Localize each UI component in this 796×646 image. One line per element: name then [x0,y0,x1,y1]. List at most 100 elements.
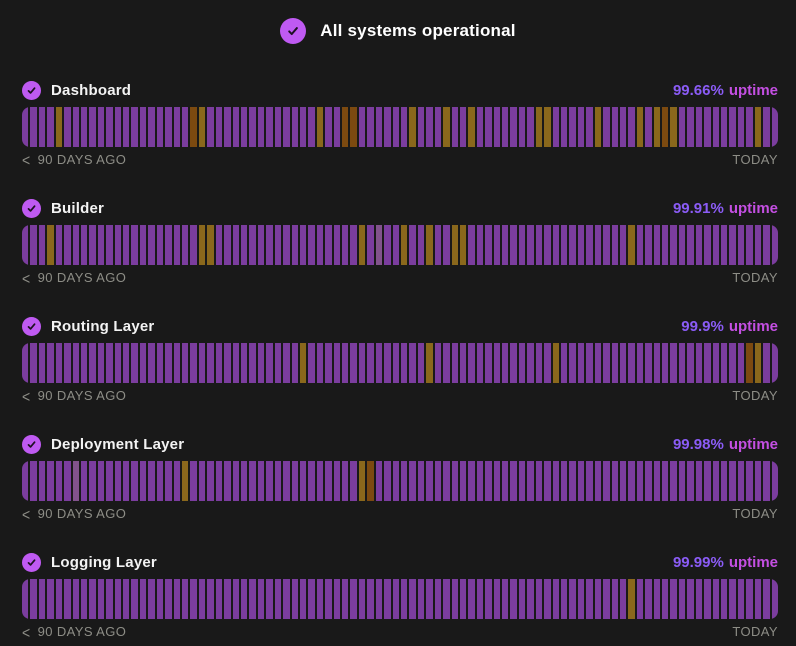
day-bar[interactable] [173,343,181,383]
day-bar[interactable] [350,461,357,501]
day-bar[interactable] [30,461,37,501]
day-bar[interactable] [729,107,736,147]
day-bar[interactable] [594,225,602,265]
day-bar[interactable] [207,461,214,501]
day-bar[interactable] [426,225,433,265]
day-bar[interactable] [375,343,383,383]
day-bar[interactable] [721,225,728,265]
day-bar[interactable] [746,343,753,383]
day-bar[interactable] [325,225,332,265]
day-bar[interactable] [89,107,96,147]
day-bar[interactable] [283,107,290,147]
day-bar[interactable] [687,225,694,265]
day-bar[interactable] [283,579,290,619]
day-bar[interactable] [518,343,526,383]
day-bar[interactable] [493,343,501,383]
day-bar[interactable] [502,225,509,265]
day-bar[interactable] [636,461,644,501]
day-bar[interactable] [502,107,509,147]
day-bar[interactable] [173,225,181,265]
day-bar[interactable] [38,461,46,501]
day-bar[interactable] [215,107,223,147]
day-bar[interactable] [754,225,762,265]
day-bar[interactable] [485,343,492,383]
day-bar[interactable] [561,225,568,265]
day-bar[interactable] [603,461,610,501]
day-bar[interactable] [443,225,450,265]
day-bar[interactable] [139,579,147,619]
day-bar[interactable] [653,107,661,147]
day-bar[interactable] [645,579,652,619]
day-bar[interactable] [451,225,458,265]
day-bar[interactable] [114,579,122,619]
day-bar[interactable] [552,107,559,147]
day-bar[interactable] [257,107,265,147]
day-bar[interactable] [653,225,661,265]
day-bar[interactable] [754,461,762,501]
day-bar[interactable] [266,343,273,383]
day-bar[interactable] [628,579,635,619]
day-bar[interactable] [156,225,164,265]
day-bar[interactable] [22,579,29,619]
day-bar[interactable] [510,107,517,147]
day-bar[interactable] [80,461,88,501]
day-bar[interactable] [695,107,703,147]
day-bar[interactable] [712,225,720,265]
day-bar[interactable] [443,343,450,383]
day-bar[interactable] [409,461,416,501]
day-bar[interactable] [544,107,551,147]
day-bar[interactable] [274,343,282,383]
day-bar[interactable] [476,225,484,265]
day-bar[interactable] [721,461,728,501]
day-bar[interactable] [232,579,239,619]
day-bar[interactable] [535,225,543,265]
day-bar[interactable] [325,107,332,147]
day-bar[interactable] [257,461,265,501]
day-bar[interactable] [80,225,88,265]
day-bar[interactable] [22,461,29,501]
day-bar[interactable] [224,579,231,619]
day-bar[interactable] [30,579,37,619]
day-bar[interactable] [72,343,79,383]
day-bar[interactable] [165,461,172,501]
day-bar[interactable] [468,579,475,619]
day-bar[interactable] [224,225,231,265]
day-bar[interactable] [721,107,728,147]
day-bar[interactable] [518,225,526,265]
day-bar[interactable] [106,107,113,147]
day-bar[interactable] [746,225,753,265]
day-bar[interactable] [173,107,181,147]
day-bar[interactable] [392,461,399,501]
day-bar[interactable] [367,461,374,501]
day-bar[interactable] [182,343,189,383]
day-bar[interactable] [510,461,517,501]
day-bar[interactable] [173,461,181,501]
day-bar[interactable] [38,343,46,383]
day-bar[interactable] [493,225,501,265]
day-bar[interactable] [662,107,669,147]
day-bar[interactable] [308,343,315,383]
day-bar[interactable] [156,107,164,147]
day-bar[interactable] [55,225,63,265]
day-bar[interactable] [224,107,231,147]
day-bar[interactable] [451,343,458,383]
day-bar[interactable] [64,343,71,383]
day-bar[interactable] [417,107,425,147]
day-bar[interactable] [417,461,425,501]
day-bar[interactable] [249,225,256,265]
day-bar[interactable] [704,579,711,619]
day-bar[interactable] [409,579,416,619]
day-bar[interactable] [645,225,652,265]
day-bar[interactable] [106,343,113,383]
day-bar[interactable] [308,107,315,147]
day-bar[interactable] [38,579,46,619]
day-bar[interactable] [619,579,627,619]
day-bar[interactable] [198,343,206,383]
day-bar[interactable] [165,225,172,265]
day-bar[interactable] [662,343,669,383]
day-bar[interactable] [459,225,467,265]
day-bar[interactable] [763,579,770,619]
day-bar[interactable] [754,579,762,619]
day-bar[interactable] [89,343,96,383]
day-bar[interactable] [763,343,770,383]
